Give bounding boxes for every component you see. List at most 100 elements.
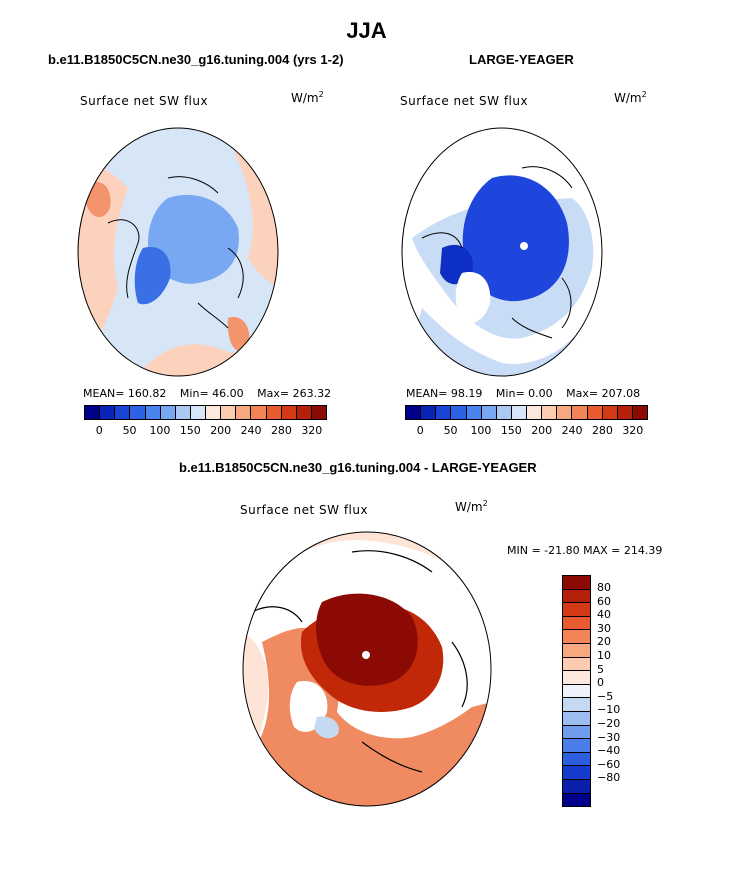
- right-stat-max: Max= 207.08: [566, 387, 641, 400]
- left-stat-min: Min= 46.00: [179, 387, 244, 400]
- left-warmer-patch-w: [86, 181, 111, 218]
- left-colorbar-tick-label: 280: [270, 424, 292, 437]
- right-colorbar: [405, 405, 648, 420]
- left-colorbar-bin: [281, 406, 297, 419]
- left-stat-mean: MEAN= 160.82: [83, 387, 167, 400]
- right-panel-title: LARGE-YEAGER: [469, 52, 574, 67]
- diff-sea-ice-core: [316, 593, 418, 686]
- diff-panel-title: b.e11.B1850C5CN.ne30_g16.tuning.004 - LA…: [179, 460, 537, 475]
- left-colorbar-tick-label: 50: [122, 424, 137, 437]
- left-ice-field: [148, 194, 239, 284]
- diff-colorbar-bin: [563, 779, 590, 794]
- left-colorbar-bin: [130, 406, 146, 419]
- diff-ocean-mid: [243, 627, 491, 806]
- left-units-label: W/m2: [291, 90, 324, 105]
- left-colorbar-bin: [175, 406, 191, 419]
- right-units-label: W/m2: [614, 90, 647, 105]
- diff-polar-map: [242, 531, 492, 807]
- diff-colorbar-bin: [563, 752, 590, 767]
- diff-units-label: W/m2: [455, 499, 488, 514]
- diff-colorbar-labels: 80 60 40 30 20 10 5 0 −5 −10 −20 −30 −40 −60 −80: [597, 582, 637, 786]
- diff-colorbar-tick-label: 60: [597, 594, 611, 608]
- right-colorbar-tick-label: 320: [622, 424, 644, 437]
- diff-colorbar-tick-label: −20: [597, 716, 621, 730]
- right-colorbar-bin: [481, 406, 497, 419]
- diff-colorbar-tick-label: −60: [597, 757, 621, 771]
- right-colorbar-tick-label: 200: [531, 424, 553, 437]
- diff-colorbar-tick-label: 0: [597, 676, 604, 690]
- right-colorbar-bin: [602, 406, 618, 419]
- left-colorbar-bin: [100, 406, 116, 419]
- left-colorbar-bin: [145, 406, 161, 419]
- left-colorbar-ticks: 0 50 100 150 200 240 280 320: [84, 424, 327, 438]
- left-polar-map: [77, 127, 279, 377]
- right-pole-marker: [520, 242, 528, 250]
- left-colorbar-tick-label: 0: [95, 424, 103, 437]
- right-colorbar-bin: [451, 406, 467, 419]
- right-polar-map: [401, 127, 603, 377]
- diff-colorbar-tick-label: −40: [597, 744, 621, 758]
- right-colorbar-bin: [572, 406, 588, 419]
- right-colorbar-tick-label: 0: [416, 424, 424, 437]
- diff-colorbar-bin: [563, 793, 590, 807]
- right-colorbar-bin: [421, 406, 437, 419]
- left-colorbar-tick-label: 150: [179, 424, 201, 437]
- diff-colorbar-bin: [563, 657, 590, 672]
- diff-coastline: [251, 550, 468, 773]
- left-colorbar-bin: [190, 406, 206, 419]
- right-colorbar-tick-label: 240: [561, 424, 583, 437]
- left-stat-max: Max= 263.32: [257, 387, 332, 400]
- left-colorbar-bin: [266, 406, 282, 419]
- right-colorbar-bin: [587, 406, 603, 419]
- diff-colorbar-tick-label: −5: [597, 689, 614, 703]
- right-variable-label: Surface net SW flux: [400, 94, 529, 108]
- diff-colorbar-bin: [563, 589, 590, 604]
- left-greenland: [134, 247, 171, 305]
- right-stats: MEAN= 98.19 Min= 0.00 Max= 207.08: [406, 387, 650, 400]
- right-colorbar-tick-label: 280: [591, 424, 613, 437]
- left-colorbar-tick-label: 100: [149, 424, 171, 437]
- diff-colorbar-bin: [563, 603, 590, 617]
- left-colorbar-bin: [115, 406, 131, 419]
- left-colorbar-bin: [311, 406, 326, 419]
- right-colorbar-bin: [557, 406, 573, 419]
- diff-colorbar-bin: [563, 616, 590, 631]
- diff-colorbar-bin: [563, 739, 590, 753]
- diff-colorbar-bin: [563, 711, 590, 726]
- right-colorbar-tick-label: 100: [470, 424, 492, 437]
- diff-colorbar-bin: [563, 630, 590, 644]
- diff-colorbar-tick-label: −30: [597, 730, 621, 744]
- left-colorbar-bin: [221, 406, 237, 419]
- right-greenland: [455, 272, 491, 323]
- diff-colorbar: [562, 575, 591, 808]
- left-colorbar-bin: [251, 406, 267, 419]
- diff-pole-marker: [362, 651, 370, 659]
- right-colorbar-bin: [617, 406, 633, 419]
- left-warmer-patch-se: [227, 317, 250, 352]
- diff-colorbar-tick-label: 10: [597, 648, 611, 662]
- diff-colorbar-tick-label: 5: [597, 662, 604, 676]
- diff-variable-label: Surface net SW flux: [240, 503, 369, 517]
- figure-title: JJA: [346, 18, 387, 43]
- right-colorbar-bin: [496, 406, 512, 419]
- right-sea-ice: [462, 175, 569, 302]
- left-colorbar-tick-label: 240: [240, 424, 262, 437]
- right-coastline: [421, 166, 573, 339]
- diff-colorbar-bin: [563, 671, 590, 685]
- diff-colorbar-tick-label: −80: [597, 771, 621, 785]
- left-colorbar: [84, 405, 327, 420]
- diff-colorbar-bin: [563, 576, 590, 590]
- left-variable-label: Surface net SW flux: [80, 94, 209, 108]
- diff-stats: MIN = -21.80 MAX = 214.39: [507, 544, 663, 557]
- diff-colorbar-tick-label: 40: [597, 608, 611, 622]
- right-colorbar-bin: [466, 406, 482, 419]
- right-colorbar-bin: [527, 406, 543, 419]
- diff-colorbar-tick-label: 30: [597, 621, 611, 635]
- left-stats: MEAN= 160.82 Min= 46.00 Max= 263.32: [83, 387, 341, 400]
- right-colorbar-ticks: 0 50 100 150 200 240 280 320: [405, 424, 648, 438]
- diff-colorbar-tick-label: 80: [597, 581, 611, 594]
- right-colorbar-bin: [436, 406, 452, 419]
- left-colorbar-tick-label: 200: [210, 424, 232, 437]
- diff-colorbar-bin: [563, 725, 590, 740]
- left-colorbar-bin: [296, 406, 312, 419]
